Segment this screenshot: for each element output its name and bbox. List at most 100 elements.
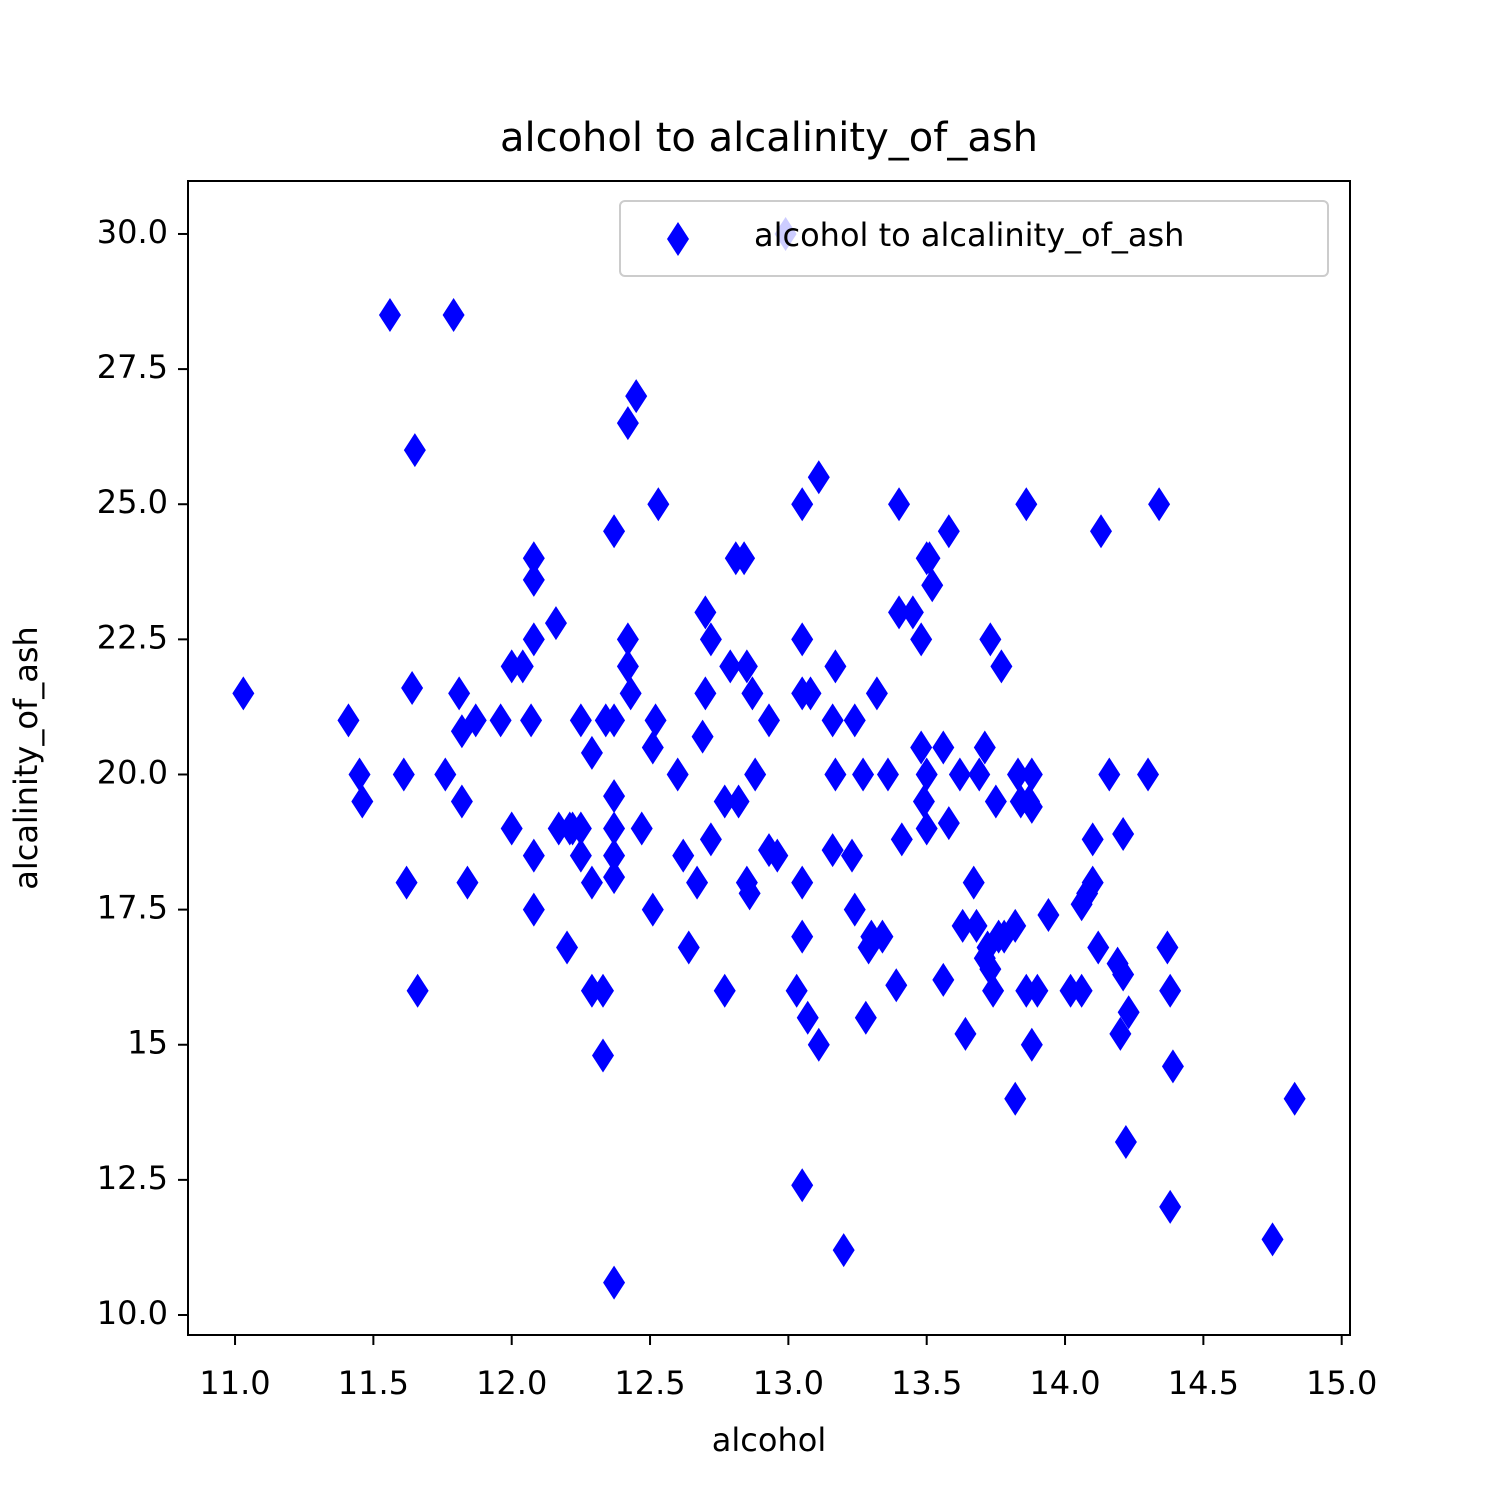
point <box>666 757 689 792</box>
y-axis-label: alcalinity_of_ash <box>7 626 45 890</box>
point <box>1081 822 1104 857</box>
point <box>641 730 664 765</box>
point <box>799 676 822 711</box>
point <box>932 730 955 765</box>
point <box>871 919 894 954</box>
point <box>954 1016 977 1051</box>
point <box>841 838 863 873</box>
point <box>733 541 756 576</box>
point <box>843 892 866 927</box>
legend-label: alcohol to alcalinity_of_ash <box>754 216 1184 254</box>
point <box>691 719 714 754</box>
point <box>854 1000 877 1035</box>
point <box>860 919 883 954</box>
point <box>937 514 960 549</box>
x-axis-label: alcohol <box>712 1421 826 1459</box>
point <box>865 676 888 711</box>
point <box>890 822 913 857</box>
point <box>921 568 944 603</box>
point <box>1159 1189 1182 1224</box>
point <box>791 1168 814 1203</box>
legend-marker <box>667 222 689 256</box>
point <box>694 595 717 630</box>
point <box>888 487 911 522</box>
point <box>1007 757 1029 792</box>
point <box>807 1027 830 1062</box>
point <box>738 876 761 911</box>
point <box>1114 1125 1137 1160</box>
y-tick-label: 15 <box>127 1024 168 1062</box>
y-tick-label: 22.5 <box>97 618 168 656</box>
point <box>522 622 545 657</box>
point <box>232 676 255 711</box>
point <box>1159 973 1182 1008</box>
point <box>1087 930 1110 965</box>
point <box>351 784 374 819</box>
point <box>915 757 938 792</box>
x-tick-label: 13.0 <box>753 1364 824 1402</box>
x-tick-label: 14.5 <box>1168 1364 1239 1402</box>
point <box>719 649 742 684</box>
point <box>644 703 667 738</box>
point <box>522 838 545 873</box>
point <box>677 930 700 965</box>
point <box>1015 973 1038 1008</box>
point <box>603 860 626 895</box>
point <box>1081 865 1104 900</box>
point <box>522 892 545 927</box>
point <box>522 541 545 576</box>
point <box>1117 995 1140 1030</box>
point <box>1161 1049 1184 1084</box>
x-tick-label: 11.0 <box>199 1364 270 1402</box>
point <box>603 514 626 549</box>
point <box>888 595 911 630</box>
point <box>1090 514 1112 549</box>
point <box>592 973 614 1008</box>
point <box>1112 816 1135 851</box>
point <box>378 298 401 333</box>
point <box>918 541 941 576</box>
point <box>603 811 626 846</box>
x-tick-label: 12.5 <box>614 1364 685 1402</box>
point <box>912 784 935 819</box>
point <box>796 1000 819 1035</box>
point <box>401 671 424 706</box>
point <box>982 973 1005 1008</box>
point <box>1109 1016 1132 1051</box>
point <box>403 433 426 468</box>
point <box>713 784 736 819</box>
point <box>713 973 736 1008</box>
point <box>1261 1222 1284 1257</box>
point <box>785 973 808 1008</box>
point <box>520 703 543 738</box>
point <box>807 460 830 495</box>
point <box>592 1038 614 1073</box>
point <box>1020 1027 1043 1062</box>
point <box>395 865 418 900</box>
point <box>647 487 670 522</box>
point <box>1037 898 1060 933</box>
point <box>901 595 924 630</box>
y-tick-label: 12.5 <box>97 1159 168 1197</box>
point <box>962 865 985 900</box>
point <box>932 962 955 997</box>
y-tick-label: 10.0 <box>97 1294 168 1332</box>
point <box>580 865 603 900</box>
point <box>1020 789 1043 824</box>
point <box>1098 757 1121 792</box>
point <box>603 703 626 738</box>
y-tick-label: 30.0 <box>97 213 168 251</box>
point <box>876 757 899 792</box>
point <box>1059 973 1082 1008</box>
point <box>489 703 512 738</box>
y-tick-label: 27.5 <box>97 348 168 386</box>
point <box>686 865 709 900</box>
point <box>791 865 814 900</box>
point <box>580 735 603 770</box>
point <box>1112 957 1135 992</box>
point <box>965 908 988 943</box>
point <box>603 838 626 873</box>
point <box>821 833 844 868</box>
x-tick-label: 14.0 <box>1029 1364 1100 1402</box>
point <box>1156 930 1179 965</box>
